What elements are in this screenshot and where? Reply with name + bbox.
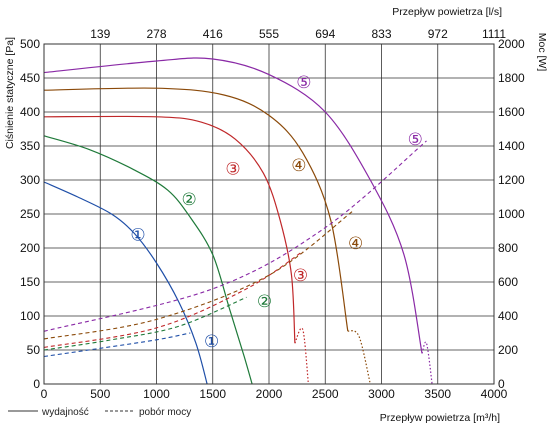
pressure-curve-label-3: ③ <box>225 159 240 178</box>
y-tick-label: 200 <box>20 241 40 255</box>
power-curve-label-4: ④ <box>348 234 363 253</box>
y-tick-label: 300 <box>20 173 40 187</box>
y2-tick-label: 0 <box>498 377 505 391</box>
y2-tick-label: 800 <box>498 241 518 255</box>
y-tick-label: 500 <box>20 37 40 51</box>
y-axis-title: Ciśnienie statyczne [Pa] <box>4 37 16 149</box>
legend: wydajność pobór mocy <box>8 407 191 418</box>
y2-tick-label: 2000 <box>498 37 525 51</box>
pressure-curve-4 <box>43 87 349 332</box>
y2-tick-label: 600 <box>498 275 518 289</box>
x2-tick-label: 833 <box>371 27 391 41</box>
x-tick-label: 2000 <box>256 387 283 401</box>
y-tick-label: 150 <box>20 275 40 289</box>
x-tick-label: 1500 <box>199 387 226 401</box>
x2-tick-label: 972 <box>428 27 448 41</box>
pressure-curve-5-extension <box>421 341 433 385</box>
y-tick-label: 350 <box>20 139 40 153</box>
pressure-curve-label-4: ④ <box>291 156 306 175</box>
x2-tick-label: 416 <box>203 27 223 41</box>
y-tick-label: 400 <box>20 105 40 119</box>
y2-tick-label: 1000 <box>498 207 525 221</box>
y2-axis-title: Moc [W] <box>536 33 548 72</box>
x2-tick-label: 1111 <box>482 27 506 41</box>
power-curve-5 <box>43 140 427 332</box>
x-tick-label: 3000 <box>368 387 395 401</box>
pressure-curve-4-extension <box>347 330 371 385</box>
y-tick-label: 0 <box>33 377 40 391</box>
power-curve-3 <box>43 250 304 348</box>
pressure-curve-label-2: ② <box>182 190 197 209</box>
power-curve-label-3: ③ <box>293 266 308 285</box>
x2-tick-label: 555 <box>259 27 279 41</box>
pressure-curve-label-5: ⑤ <box>296 73 311 92</box>
pressure-curve-5 <box>43 57 423 354</box>
y-tick-label: 100 <box>20 309 40 323</box>
y2-tick-label: 200 <box>498 343 518 357</box>
x2-axis-title: Przepływ powietrza [l/s] <box>392 6 502 18</box>
x-tick-label: 500 <box>90 387 110 401</box>
x-tick-label: 4000 <box>481 387 508 401</box>
pressure-curve-3-extension <box>294 327 309 385</box>
x-tick-label: 0 <box>41 387 48 401</box>
x-tick-label: 2500 <box>312 387 339 401</box>
y2-tick-label: 400 <box>498 309 518 323</box>
y2-tick-label: 1800 <box>498 71 525 85</box>
pressure-curve-label-1: ① <box>130 225 145 244</box>
power-curve-label-5: ⑤ <box>408 130 423 149</box>
power-curve-4 <box>43 210 354 340</box>
legend-label-dashed: pobór mocy <box>139 407 191 418</box>
x2-tick-label: 278 <box>146 27 166 41</box>
power-curve-2 <box>43 296 247 351</box>
power-curve-label-2: ② <box>257 292 272 311</box>
curve-markers: ① ① ② ② ③ ③ ④ ④ ⑤ ⑤ <box>130 73 423 351</box>
plot-frame <box>43 43 495 385</box>
y2-tick-label: 1400 <box>498 139 525 153</box>
y-tick-label: 250 <box>20 207 40 221</box>
legend-label-solid: wydajność <box>41 407 89 418</box>
x-tick-label: 1000 <box>143 387 170 401</box>
pressure-curve-1 <box>43 181 208 385</box>
pressure-curve-3 <box>43 115 296 344</box>
power-curve-label-1: ① <box>204 332 219 351</box>
y2-tick-label: 1600 <box>498 105 525 119</box>
grid <box>44 44 494 384</box>
x2-tick-label: 139 <box>90 27 110 41</box>
x2-tick-label: 694 <box>315 27 335 41</box>
y-tick-label: 450 <box>20 71 40 85</box>
curves <box>43 57 433 385</box>
y2-tick-label: 1200 <box>498 173 525 187</box>
pressure-curve-2 <box>43 135 253 385</box>
x-axis-title: Przepływ powietrza [m³/h] <box>380 412 500 424</box>
power-curve-1 <box>43 332 191 358</box>
y-tick-label: 50 <box>27 343 41 357</box>
x-tick-label: 3500 <box>424 387 451 401</box>
